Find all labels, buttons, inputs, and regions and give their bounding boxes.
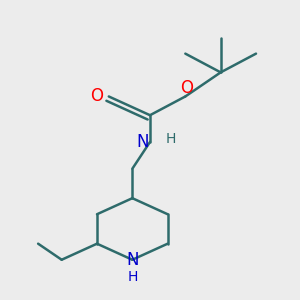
Text: O: O [180, 80, 193, 98]
Text: H: H [127, 270, 137, 284]
Text: N: N [136, 133, 149, 151]
Text: H: H [165, 132, 176, 146]
Text: O: O [91, 88, 103, 106]
Text: N: N [126, 251, 139, 269]
